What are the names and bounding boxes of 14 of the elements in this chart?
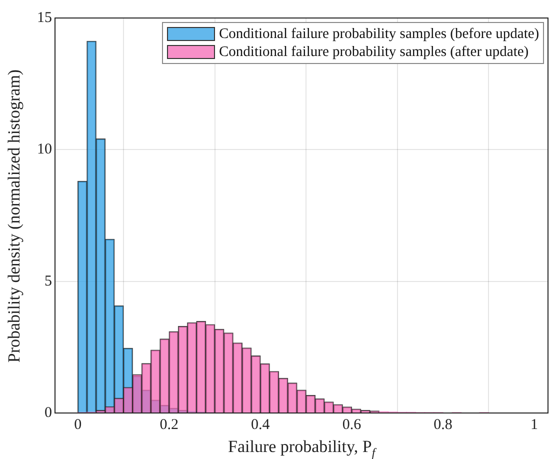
x-tick-label: 1 [530, 416, 538, 433]
x-tick-label: 0.6 [342, 416, 362, 433]
y-tick-label: 15 [37, 10, 52, 26]
x-tick-label: 0.2 [160, 416, 178, 433]
y-tick-label: 10 [37, 142, 52, 158]
x-tick-label: 0 [74, 416, 82, 433]
legend-label: Conditional failure probability samples (before update) [219, 26, 540, 42]
x-tick-label: 0.8 [434, 416, 452, 433]
x-tick-label: 0.4 [251, 416, 270, 433]
x-axis-title: Failure probability, P$_{f}$ [228, 437, 376, 459]
legend-label: Conditional failure probability samples (after update) [219, 44, 529, 60]
y-axis-title: Probability density (normalized histogram) [4, 68, 24, 362]
y-tick-label: 0 [44, 404, 52, 421]
y-tick-label: 5 [44, 273, 52, 290]
